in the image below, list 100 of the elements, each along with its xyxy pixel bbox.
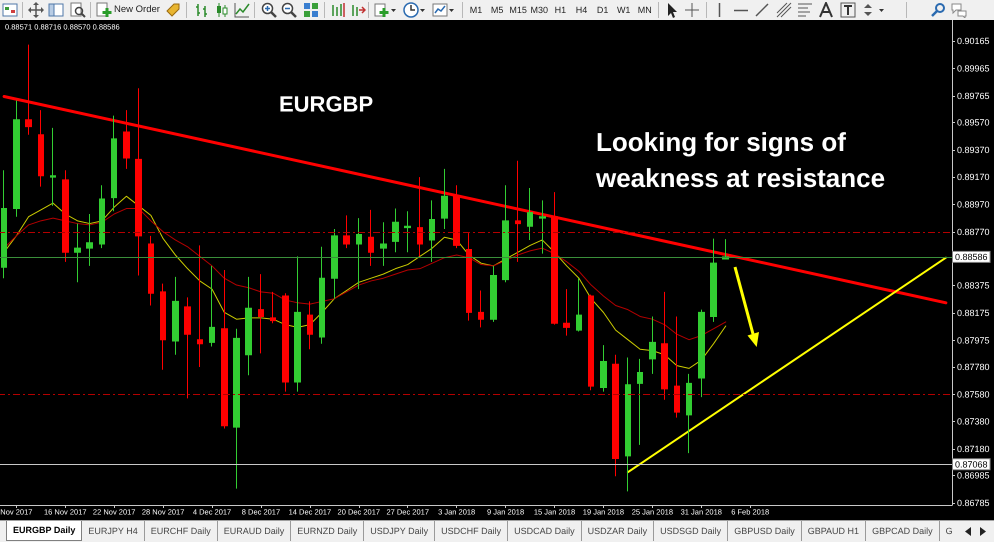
text: M30 (530, 4, 548, 16)
candlestick (502, 184, 509, 283)
text: H4 (576, 4, 588, 16)
candlestick (661, 291, 668, 400)
y-tick-label: 0.87380 (957, 416, 990, 427)
y-tick-label: 0.88375 (957, 280, 990, 291)
candlestick (527, 188, 533, 240)
y-tick-label: 0.87975 (957, 335, 990, 346)
candlestick (111, 115, 117, 212)
candlestick (588, 294, 594, 391)
y-tick-label: 0.89765 (957, 90, 990, 101)
text: EURGBP (279, 92, 374, 116)
y-tick-label: 0.86985 (957, 470, 990, 481)
candlestick (258, 274, 264, 354)
candlestick (466, 232, 472, 322)
candlestick (38, 110, 44, 188)
candlestick (356, 218, 362, 290)
candlestick (270, 291, 276, 324)
candlestick (515, 160, 521, 262)
candlestick (649, 316, 656, 374)
candlestick (380, 222, 387, 266)
candlestick (600, 344, 607, 392)
candlestick (417, 176, 423, 257)
candlestick (331, 228, 338, 300)
text: USDCHF Daily (435, 521, 508, 541)
y-tick-label: 0.90165 (957, 36, 990, 46)
y-tick-label: 0.89170 (957, 172, 990, 182)
candlestick (674, 316, 680, 418)
y-tick-label: 0.89570 (957, 117, 990, 128)
candlestick (209, 265, 215, 348)
candlestick (478, 290, 484, 328)
candlestick (148, 235, 154, 306)
text: H1 (554, 4, 566, 16)
y-tick-label: 0.86785 (957, 498, 990, 508)
candlestick (221, 270, 228, 429)
candlestick (637, 358, 643, 446)
ref-line-label: 0.88586 (955, 252, 988, 262)
text: USDZAR Daily (582, 521, 654, 541)
candlestick (294, 256, 301, 392)
text: USDSGD Daily (654, 521, 728, 541)
text: M15 (509, 4, 527, 16)
candlestick (307, 300, 313, 350)
candlestick (698, 309, 705, 398)
text: EURAUD Daily (218, 521, 292, 541)
candlestick (1, 170, 7, 279)
y-tick-label: 0.87780 (957, 362, 990, 372)
text: USDJPY Daily (364, 521, 436, 541)
candlestick (245, 276, 252, 376)
candlestick (62, 170, 69, 262)
candlestick (539, 200, 546, 254)
candlestick (404, 210, 411, 253)
candlestick (74, 223, 81, 283)
candlestick (282, 292, 289, 392)
text: MN (638, 4, 652, 16)
candlestick (392, 208, 399, 253)
candlestick (625, 356, 631, 492)
text: GBPAUD H1 (802, 521, 866, 541)
candlestick (576, 278, 582, 332)
candlestick (50, 127, 56, 206)
candlestick (490, 265, 497, 322)
text: USDCAD Daily (508, 521, 582, 541)
candlestick (13, 100, 20, 218)
text: M5 (490, 4, 504, 16)
candlestick (453, 184, 460, 249)
candlestick (710, 238, 717, 322)
text: D1 (596, 4, 608, 16)
y-tick-label: 0.88770 (957, 226, 990, 237)
text: New Order (114, 3, 160, 17)
candlestick (197, 244, 203, 368)
candlestick (184, 296, 191, 399)
candlestick (368, 209, 374, 266)
text: EURNZD Daily (291, 521, 364, 541)
text: GBPCAD Daily (866, 521, 940, 541)
candlestick (172, 276, 179, 356)
y-tick-label: 0.89965 (957, 64, 990, 74)
candlestick (160, 283, 166, 370)
text: EURCHF Daily (144, 521, 218, 541)
ref-line-label: 0.87068 (955, 459, 988, 470)
text: W1 (616, 4, 630, 16)
candlestick (99, 184, 105, 249)
candlestick (86, 214, 93, 266)
candlestick (429, 200, 435, 262)
candlestick (233, 328, 240, 490)
text: GBPUSD Daily (728, 521, 802, 541)
y-tick-label: 0.87580 (957, 389, 990, 400)
y-tick-label: 0.88175 (957, 308, 990, 318)
text: EURJPY H4 (82, 521, 145, 541)
y-tick-label: 0.87180 (957, 444, 990, 454)
candlestick (343, 214, 350, 249)
y-tick-label: 0.89370 (957, 144, 990, 155)
candlestick (123, 110, 130, 170)
y-tick-label: 0.88970 (957, 199, 990, 210)
candlestick (563, 288, 570, 336)
annotation: Looking for signs of weakness at resistance (595, 127, 886, 193)
candlestick (319, 246, 325, 344)
text: M1 (470, 4, 482, 16)
candlestick (441, 168, 448, 230)
candlestick (612, 354, 619, 477)
text: G (944, 525, 954, 538)
candlestick (686, 373, 692, 454)
